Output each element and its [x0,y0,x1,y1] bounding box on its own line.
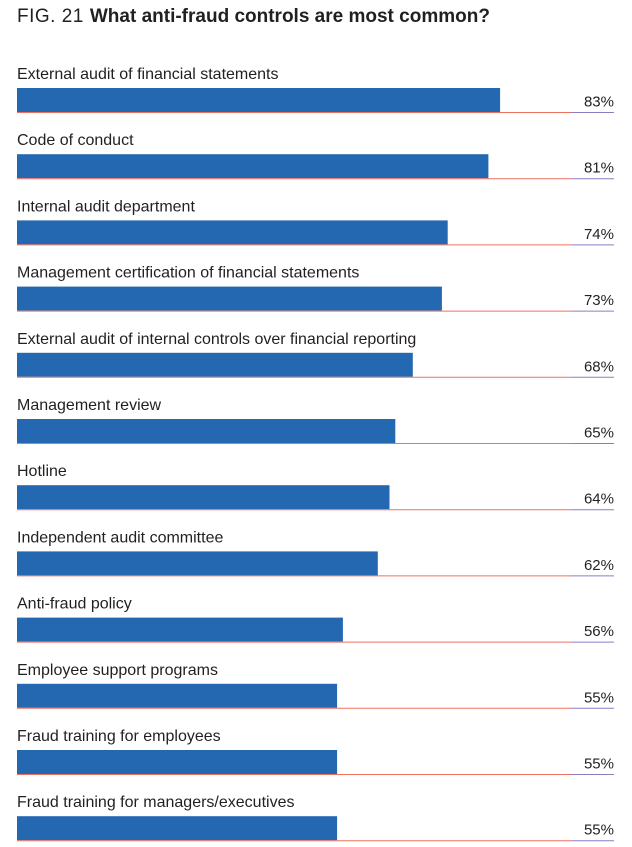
bar [17,750,338,774]
bar-row: Employee support programs 55% [17,662,614,709]
bar [17,220,448,245]
bar [17,286,442,311]
bar-row: Anti-fraud policy 56% [17,596,614,643]
value-label: 73% [584,292,614,309]
value-label: 55% [584,822,614,839]
figure-header: FIG. 21 What anti-fraud controls are most… [17,4,490,30]
value-label: 62% [584,557,614,574]
value-label: 83% [584,94,614,111]
bar-row: Internal audit department 74% [17,198,614,246]
figure-title: What anti-fraud controls are most common… [89,6,490,27]
category-label: Code of conduct [17,132,134,149]
bar-row: External audit of internal controls over… [17,331,614,378]
bar-row: Independent audit committee 62% [17,529,614,577]
bar [17,683,338,708]
value-label: 55% [584,756,614,773]
value-label: 68% [584,358,614,375]
bar-row: Hotline 64% [17,463,614,511]
bar-row: Management certification of financial st… [17,265,614,312]
bar [17,88,501,112]
category-label: Anti-fraud policy [17,596,132,613]
bar-row: External audit of financial statements 83… [17,66,614,113]
figure-number: FIG. 21 [17,6,84,27]
bar [17,419,396,443]
value-label: 64% [584,491,614,508]
category-label: Employee support programs [17,662,218,679]
value-label: 55% [584,689,614,706]
value-label: 81% [584,160,614,177]
category-label: Fraud training for managers/executives [17,794,294,811]
category-label: Hotline [17,463,67,480]
category-label: External audit of financial statements [17,66,278,83]
value-label: 74% [584,226,614,243]
bar-row: Management review 65% [17,397,614,444]
bar-row: Fraud training for managers/executives 55… [17,794,614,842]
category-label: Internal audit department [17,198,195,215]
bar-row: Fraud training for employees 55% [17,728,614,775]
category-label: Management review [17,397,162,414]
category-label: External audit of internal controls over… [17,331,416,348]
category-label: Independent audit committee [17,529,223,546]
bar [17,154,489,179]
category-label: Management certification of financial st… [17,265,359,282]
bar [17,617,343,642]
bar [17,352,413,377]
bar [17,551,378,576]
value-label: 65% [584,425,614,442]
category-label: Fraud training for employees [17,728,221,745]
bar [17,816,338,841]
bar-row: Code of conduct 81% [17,132,614,180]
bar [17,485,390,510]
value-label: 56% [584,623,614,640]
